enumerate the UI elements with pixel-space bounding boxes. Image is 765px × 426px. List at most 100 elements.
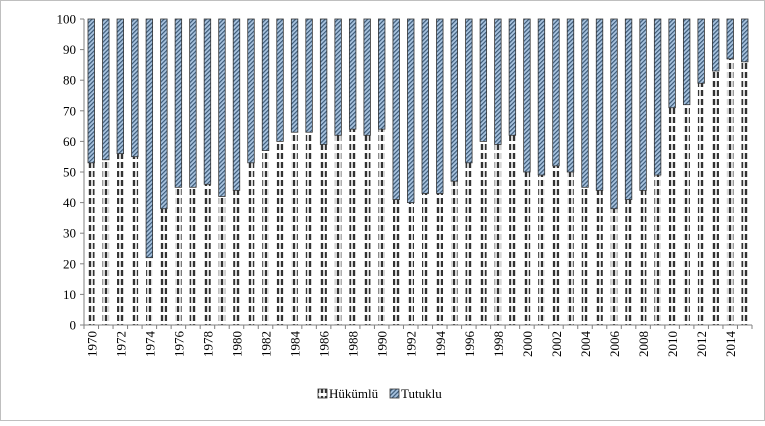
bar-segment-hukumlu-1981 (247, 162, 255, 325)
bar-segment-tutuklu-1989 (363, 18, 371, 136)
legend: Hükümlü Tutuklu (317, 386, 442, 401)
bar-segment-hukumlu-2009 (654, 175, 661, 325)
x-tick-label: 1978 (200, 331, 215, 357)
bar-segment-tutuklu-1998 (494, 18, 502, 145)
bar-segment-tutuklu-2008 (639, 18, 647, 191)
bar-segment-tutuklu-2001 (537, 18, 546, 176)
bar-segment-tutuklu-2009 (653, 18, 662, 176)
bar-segment-hukumlu-2007 (625, 199, 632, 325)
bar-segment-tutuklu-2002 (552, 18, 560, 167)
bar-segment-tutuklu-2015 (741, 18, 749, 63)
bar-segment-tutuklu-1990 (378, 18, 386, 130)
legend-swatch-hukumlu (317, 388, 328, 399)
x-tick-label: 2008 (636, 331, 651, 357)
bar-segment-tutuklu-2013 (712, 18, 720, 72)
bar-segment-tutuklu-1985 (305, 18, 313, 133)
bar-segment-tutuklu-1980 (232, 18, 241, 191)
bar-segment-hukumlu-1971 (102, 159, 110, 325)
bar-segment-hukumlu-1993 (421, 193, 429, 325)
y-tick-label: 50 (63, 165, 76, 180)
bar-segment-tutuklu-1970 (87, 18, 95, 164)
bar-segment-tutuklu-2007 (624, 18, 633, 200)
bar-segment-tutuklu-1987 (334, 18, 342, 136)
bar-segment-tutuklu-1977 (189, 18, 197, 188)
bar-segment-hukumlu-2003 (567, 172, 574, 325)
bar-segment-hukumlu-1973 (131, 156, 139, 325)
y-tick-label: 80 (63, 73, 76, 88)
bar-segment-hukumlu-1999 (509, 135, 516, 325)
bar-segment-tutuklu-1983 (276, 18, 284, 142)
bar-segment-tutuklu-2006 (610, 18, 618, 210)
bar-segment-tutuklu-1988 (348, 18, 357, 130)
bar-segment-hukumlu-1987 (334, 135, 342, 325)
bar-segment-hukumlu-2000 (523, 172, 531, 325)
x-tick-label: 1988 (346, 331, 361, 357)
bar-segment-tutuklu-2010 (668, 18, 676, 109)
y-tick-label: 100 (57, 12, 77, 27)
x-tick-label: 2010 (665, 331, 680, 357)
bar-segment-tutuklu-2011 (682, 18, 691, 106)
bar-segment-hukumlu-1974 (146, 257, 153, 325)
y-tick-label: 60 (63, 134, 76, 149)
x-tick-label: 2012 (694, 331, 709, 357)
x-tick-label: 1998 (491, 331, 506, 357)
bar-segment-hukumlu-2015 (741, 61, 749, 326)
bar-segment-tutuklu-2004 (581, 18, 589, 188)
y-tick-label: 70 (63, 103, 76, 118)
y-tick-label: 0 (70, 318, 77, 333)
x-tick-label: 2004 (578, 331, 593, 358)
bar-segment-hukumlu-2005 (596, 190, 603, 325)
x-tick-label: 1982 (259, 331, 274, 357)
bar-segment-hukumlu-2013 (712, 71, 719, 326)
bar-segment-tutuklu-1976 (174, 18, 183, 188)
bar-segment-hukumlu-2011 (683, 104, 690, 326)
y-axis: 0 10 20 30 40 50 60 70 80 90 100 (57, 12, 85, 333)
bar-segment-hukumlu-1976 (175, 187, 182, 325)
bar-segment-hukumlu-1998 (494, 144, 502, 325)
x-tick-label: 1974 (142, 331, 157, 358)
bar-segment-hukumlu-1975 (160, 208, 168, 325)
bar-segment-tutuklu-1975 (160, 18, 168, 210)
x-tick-label: 1996 (462, 331, 477, 358)
bar-segment-tutuklu-1992 (407, 18, 415, 204)
x-tick-label: 2006 (607, 331, 622, 358)
bar-segment-tutuklu-1997 (479, 18, 488, 142)
bar-segment-hukumlu-1992 (407, 202, 415, 325)
x-tick-label: 1984 (288, 331, 303, 358)
bar-segment-tutuklu-1972 (116, 18, 124, 155)
bar-segment-hukumlu-1991 (392, 199, 400, 325)
y-tick-label: 10 (63, 287, 76, 302)
bar-segment-hukumlu-2012 (697, 83, 705, 325)
x-tick-label: 1994 (433, 331, 448, 358)
bar-segment-tutuklu-1994 (436, 18, 444, 194)
x-axis: 1970 1972 1974 1976 1978 1980 1982 1984 1986 1988… (83, 324, 753, 358)
bar-segment-hukumlu-1972 (117, 153, 124, 325)
bar-segment-tutuklu-1996 (465, 18, 473, 164)
bar-segment-hukumlu-1989 (363, 135, 371, 325)
bar-segment-hukumlu-2001 (538, 175, 545, 325)
x-tick-label: 2014 (723, 331, 738, 358)
bar-segment-hukumlu-1996 (465, 162, 473, 325)
legend-label-tutuklu: Tutuklu (401, 386, 442, 401)
bar-segment-hukumlu-1980 (233, 190, 240, 325)
bar-segment-hukumlu-2010 (668, 107, 676, 326)
bar-segment-hukumlu-2008 (639, 190, 647, 325)
bar-segment-hukumlu-1995 (451, 181, 458, 325)
bar-segment-hukumlu-1990 (378, 129, 385, 325)
legend-swatch-tutuklu (389, 388, 400, 399)
legend-label-hukumlu: Hükümlü (329, 386, 379, 401)
bar-segment-hukumlu-2004 (581, 187, 589, 325)
bar-segment-tutuklu-1974 (145, 18, 154, 259)
y-tick-label: 90 (63, 42, 76, 57)
bar-segment-tutuklu-1993 (421, 18, 429, 194)
x-tick-label: 1970 (84, 331, 99, 357)
bar-segment-tutuklu-2000 (523, 18, 531, 173)
x-tick-label: 2002 (549, 331, 564, 357)
bar-segment-tutuklu-1981 (247, 18, 255, 164)
bar-segment-tutuklu-1971 (102, 18, 110, 161)
bar-segment-hukumlu-1988 (349, 129, 356, 325)
x-tick-label: 1992 (404, 331, 419, 357)
bar-segment-hukumlu-2006 (610, 208, 618, 325)
